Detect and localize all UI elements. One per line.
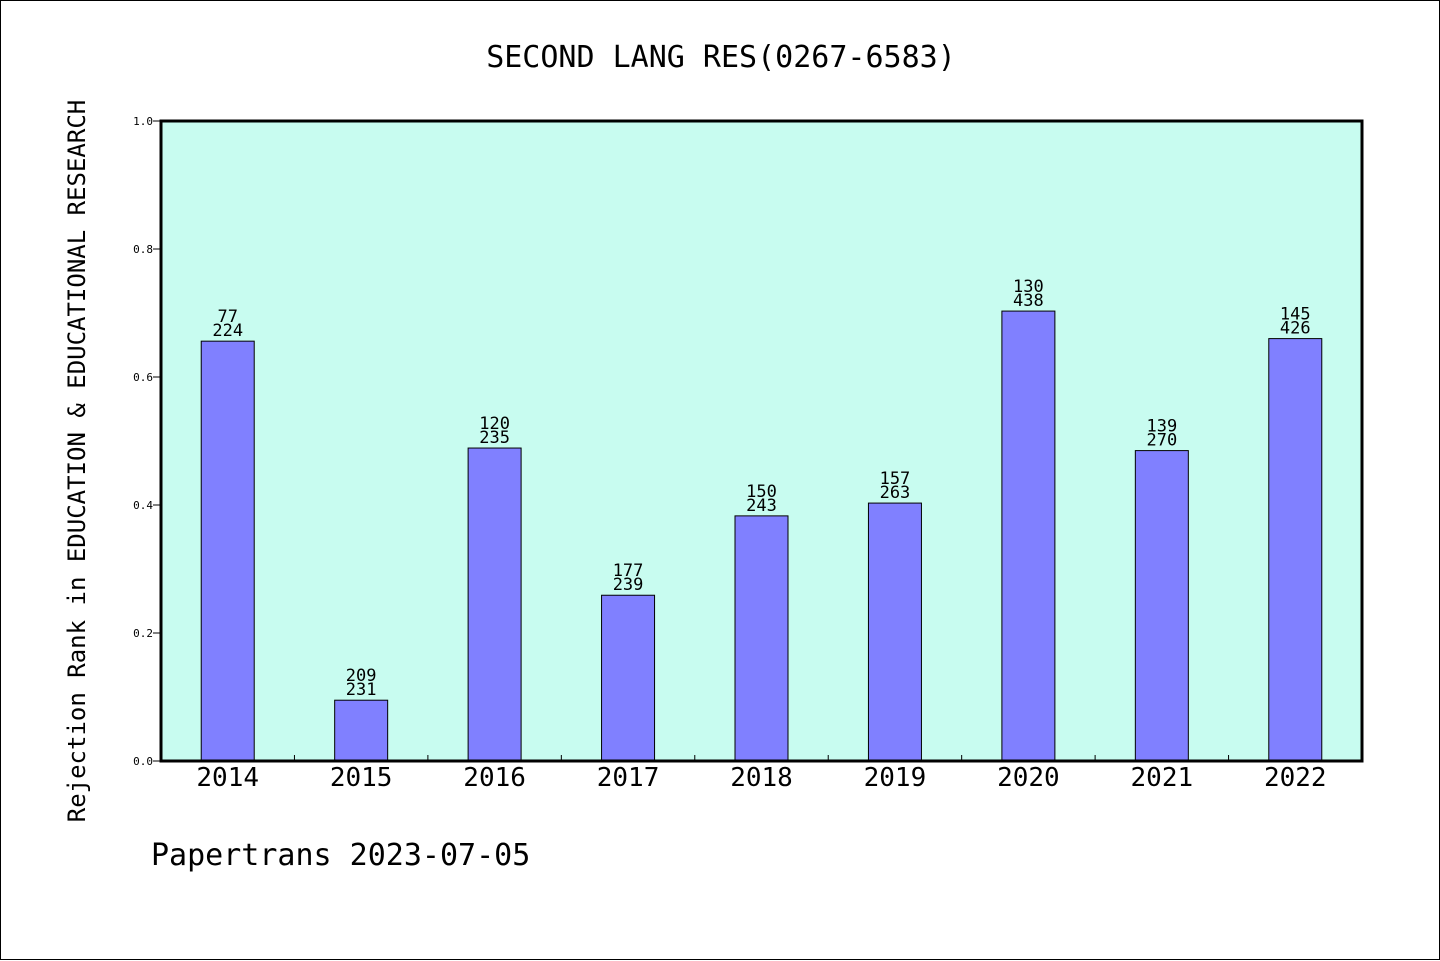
y-tick-label: 0.8 (133, 243, 153, 256)
bars (200, 310, 1323, 762)
y-tick-label: 0.2 (133, 627, 153, 640)
bar-2020 (1001, 310, 1056, 762)
bar-2017 (601, 594, 656, 762)
y-axis-label: Rejection Rank in EDUCATION & EDUCATIONA… (63, 100, 91, 822)
x-axis-ticks: 2014 2015 2016 2017 2018 2019 2020 2021 2022 (196, 755, 1327, 793)
data-label-rank: 77 (217, 307, 237, 327)
data-label-total: 426 (1280, 319, 1311, 339)
footer-caption: Papertrans 2023-07-05 (151, 838, 530, 873)
data-label-total: 224 (212, 321, 243, 341)
bar-2014 (200, 340, 255, 762)
data-label-rank: 150 (746, 482, 777, 502)
x-tick-label: 2020 (997, 763, 1060, 793)
data-label-total: 235 (479, 428, 510, 448)
data-label-rank: 209 (346, 666, 377, 686)
y-tick-label: 0.4 (133, 499, 153, 512)
x-tick-label: 2021 (1131, 763, 1194, 793)
data-label-total: 243 (746, 496, 777, 516)
chart-title: SECOND LANG RES(0267-6583) (486, 40, 956, 75)
data-label-total: 239 (613, 575, 644, 595)
x-tick-label: 2016 (463, 763, 526, 793)
x-tick-label: 2017 (597, 763, 660, 793)
y-tick-label: 0.0 (133, 755, 153, 768)
data-label-total: 231 (346, 680, 377, 700)
x-tick-label: 2014 (196, 763, 259, 793)
y-axis-ticks: 0.0 0.2 0.4 0.6 0.8 1.0 (133, 115, 161, 768)
data-label-total: 270 (1146, 431, 1177, 451)
x-tick-label: 2015 (330, 763, 393, 793)
data-label-rank: 130 (1013, 277, 1044, 297)
data-label-rank: 145 (1280, 305, 1311, 325)
x-tick-label: 2019 (864, 763, 927, 793)
y-tick-label: 1.0 (133, 115, 153, 128)
bar-2016 (467, 447, 522, 762)
bar-2015 (334, 699, 389, 762)
data-label-rank: 157 (880, 469, 911, 489)
x-tick-label: 2018 (730, 763, 793, 793)
data-label-total: 263 (880, 483, 911, 503)
data-label-rank: 177 (613, 561, 644, 581)
data-label-rank: 120 (479, 414, 510, 434)
bar-2022 (1268, 338, 1323, 762)
data-label-total: 438 (1013, 291, 1044, 311)
plot-border (159, 119, 1364, 763)
x-tick-label: 2022 (1264, 763, 1327, 793)
bar-2019 (867, 502, 922, 762)
bar-2021 (1134, 450, 1189, 762)
y-tick-label: 0.6 (133, 371, 153, 384)
data-label-rank: 139 (1146, 417, 1177, 437)
bar-2018 (734, 515, 789, 762)
